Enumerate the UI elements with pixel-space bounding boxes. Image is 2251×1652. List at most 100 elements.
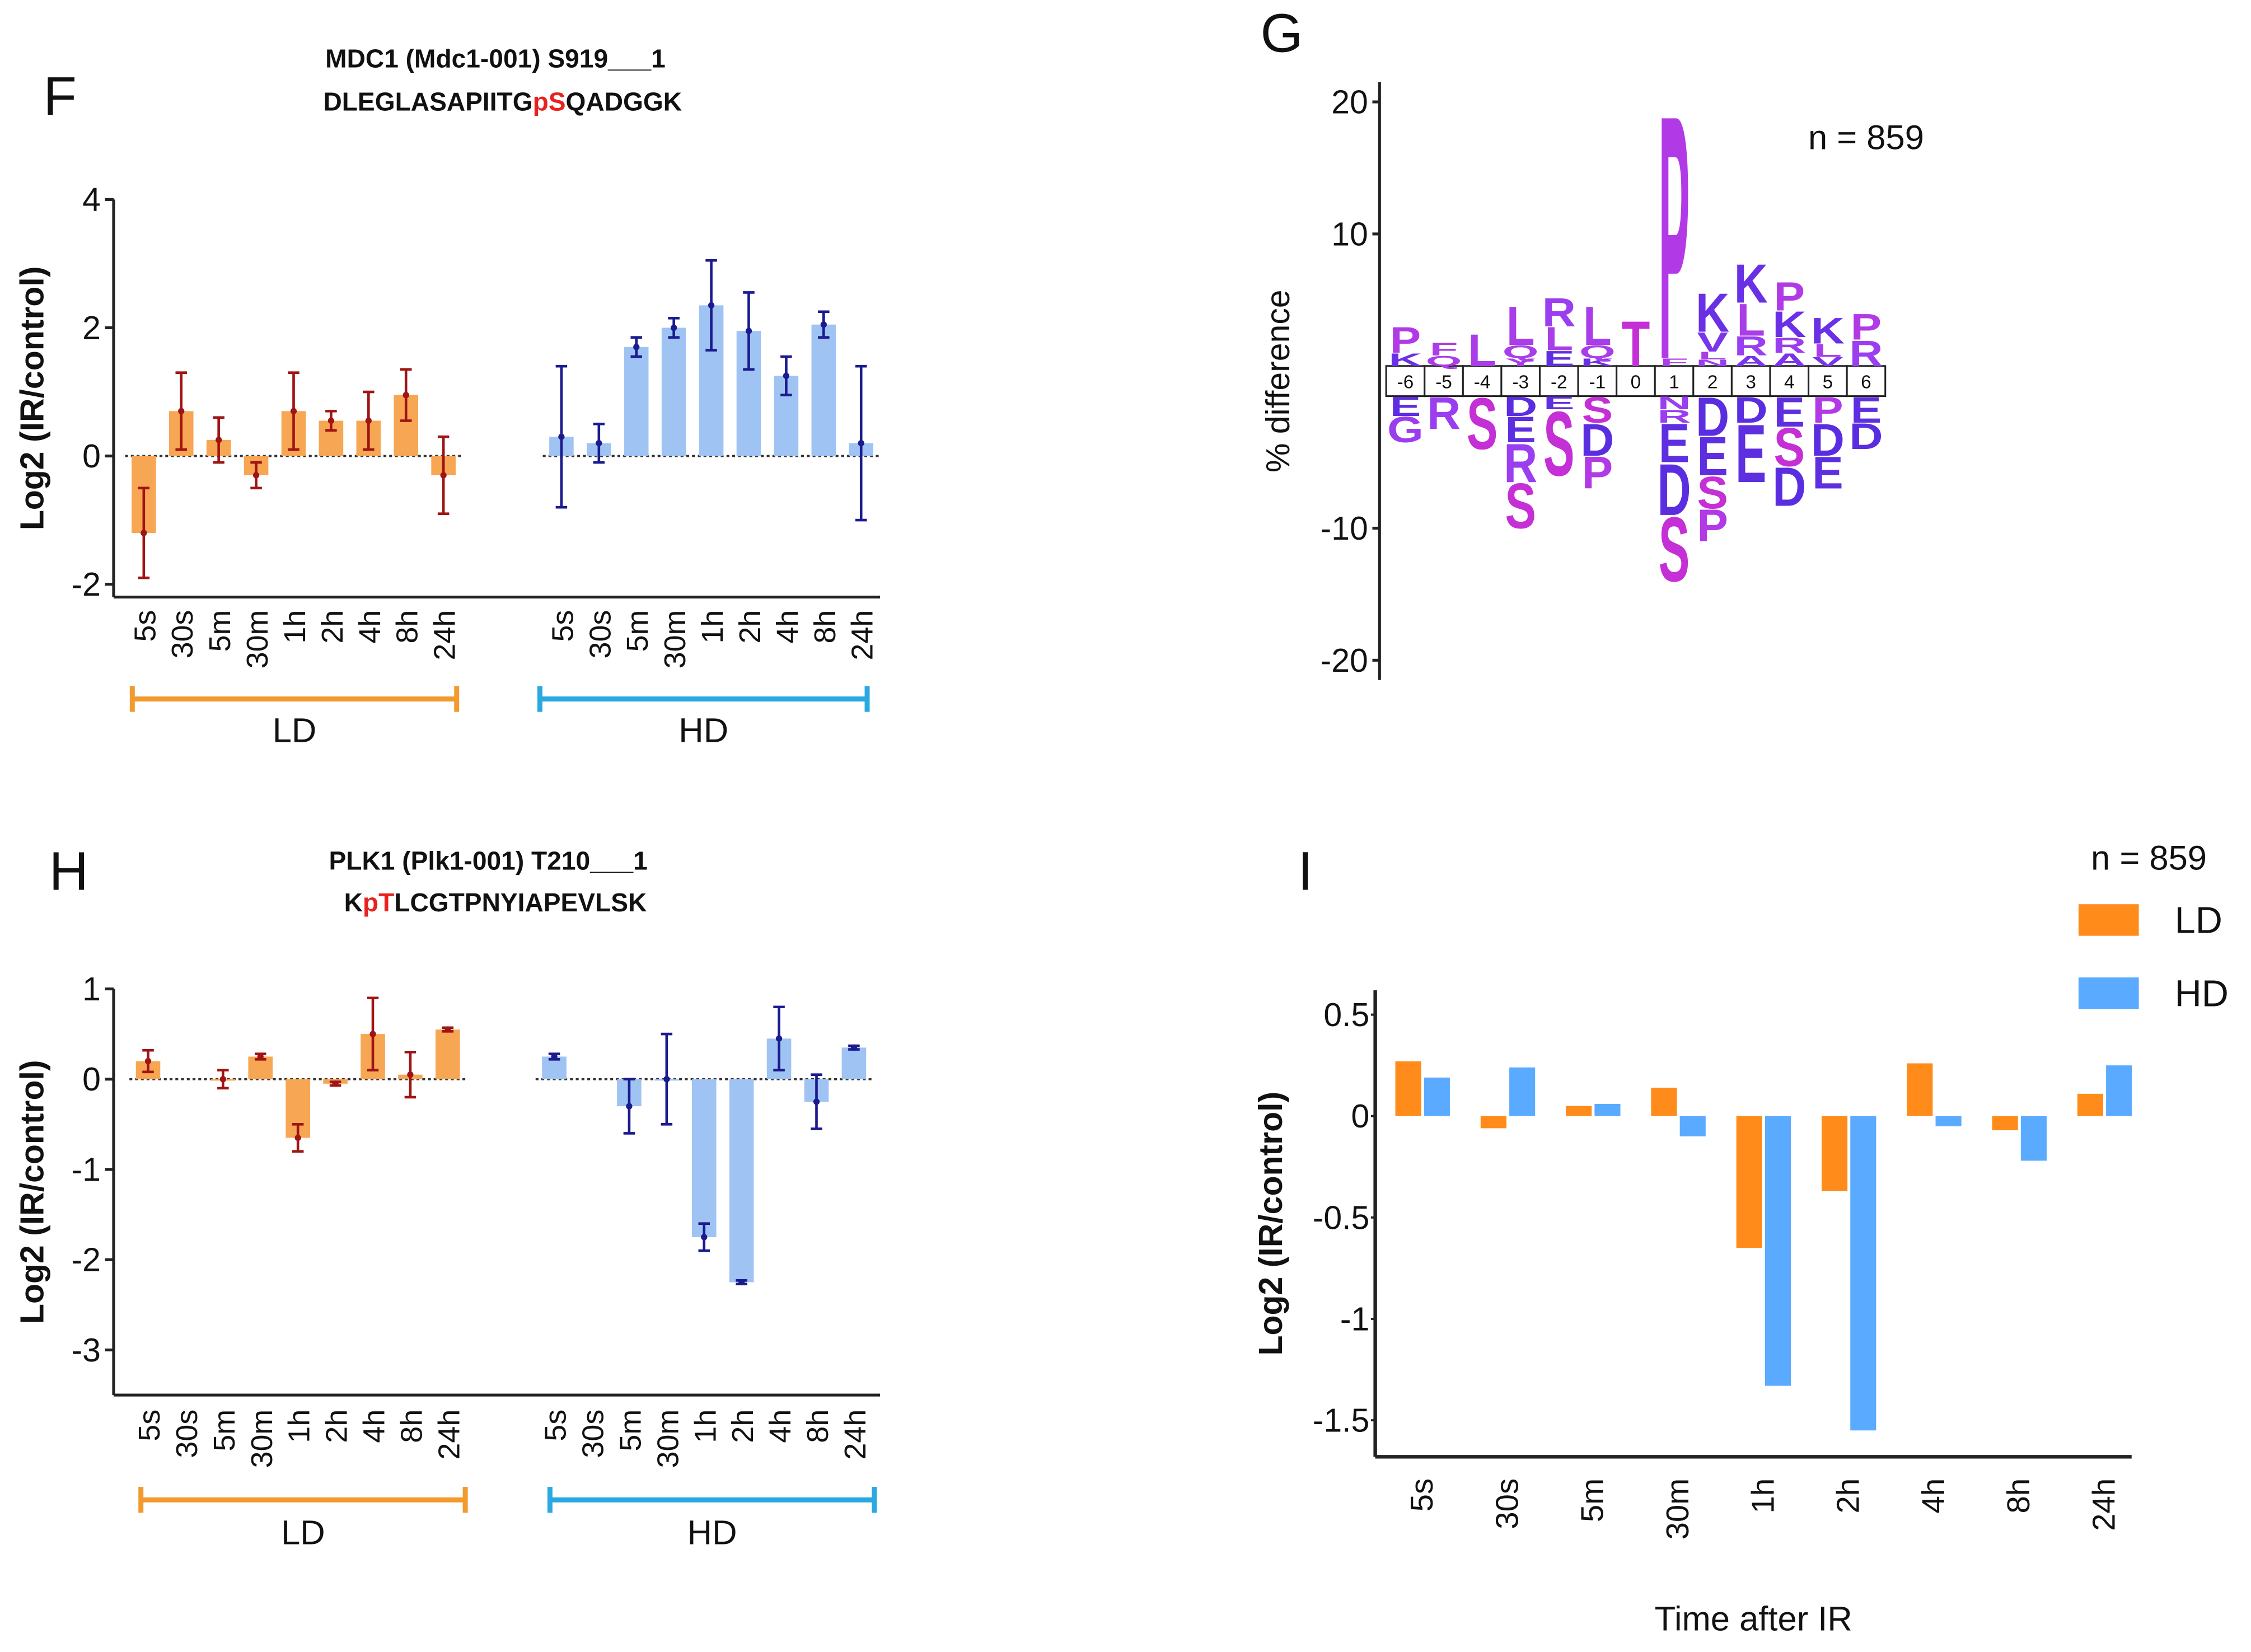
x-tick-label: 30s — [1489, 1478, 1524, 1529]
logo-letter: E — [1543, 346, 1575, 371]
error-point — [216, 437, 222, 443]
x-tick-label: 1h — [278, 610, 312, 644]
error-point — [663, 1076, 670, 1083]
group-label: HD — [687, 1514, 737, 1552]
logo-letter: L — [1813, 340, 1842, 361]
x-tick-label: 5m — [208, 1410, 241, 1452]
chart-subtitle: DLEGLASAPIITGpSQADGGK — [323, 87, 682, 116]
error-bar — [442, 1026, 454, 1033]
error-point — [141, 530, 147, 536]
error-bar — [548, 1052, 560, 1061]
bar — [729, 1079, 754, 1283]
bar — [691, 1079, 717, 1237]
error-point — [775, 1035, 783, 1042]
error-point — [551, 1053, 558, 1060]
logo-letter: S — [1582, 389, 1613, 430]
logo-letter: Q — [1503, 342, 1539, 362]
error-point — [820, 321, 827, 328]
error-bar — [848, 1044, 860, 1051]
y-tick-label: 0.5 — [1323, 997, 1369, 1033]
error-bar — [217, 1069, 229, 1090]
logo-letter: A — [1772, 350, 1806, 370]
y-tick-label: -20 — [1321, 643, 1368, 679]
error-bar — [736, 1279, 747, 1286]
bar — [1509, 1067, 1536, 1116]
x-tick-label: 4h — [353, 610, 387, 644]
logo-letter: S — [1467, 383, 1498, 465]
logo-letter: T — [1622, 308, 1650, 380]
error-bar — [855, 364, 867, 522]
logo-letter: E — [1390, 391, 1421, 422]
x-tick-label: 8h — [808, 610, 842, 644]
logo-letter: L — [1698, 349, 1727, 362]
logo-letter: G — [1387, 409, 1424, 450]
chart-title: MDC1 (Mdc1-001) S919___1 — [325, 44, 666, 73]
error-bar — [811, 1073, 822, 1130]
error-bar — [593, 422, 605, 464]
logo-letter: E — [1543, 393, 1575, 413]
logo-letter: K — [1580, 356, 1614, 368]
bar — [1594, 1103, 1621, 1116]
error-point — [745, 327, 752, 334]
error-point — [444, 1026, 451, 1033]
x-tick-label: 30m — [1660, 1478, 1695, 1540]
x-tick-label: 24h — [2086, 1478, 2122, 1531]
error-bar — [288, 371, 299, 451]
x-tick-label: 1h — [689, 1410, 722, 1443]
logo-letter: K — [1696, 283, 1729, 344]
x-tick-label: 24h — [846, 610, 879, 661]
logo-letter: S — [1697, 467, 1728, 518]
error-bar — [698, 1222, 710, 1252]
chart-subtitle: KpTLCGTPNYIAPEVLSK — [344, 888, 647, 917]
bar — [1651, 1087, 1677, 1116]
position-label: 5 — [1823, 372, 1833, 393]
x-tick-label: 5s — [539, 1410, 573, 1442]
logo-letter: L — [1506, 296, 1535, 357]
y-tick-label: -1 — [1340, 1301, 1369, 1337]
x-tick-label: 8h — [801, 1410, 835, 1443]
x-tick-label: 30m — [658, 610, 692, 669]
error-bar — [780, 355, 792, 397]
position-label: 0 — [1631, 372, 1641, 393]
logo-letter: P — [1390, 320, 1421, 361]
y-axis-label: Log2 (IR/control) — [1253, 1092, 1289, 1356]
logo-letter: S — [1773, 417, 1805, 478]
y-tick-label: 10 — [1331, 216, 1368, 252]
position-box — [1730, 365, 1771, 397]
position-label: -1 — [1589, 372, 1606, 393]
logo-letter: D — [1772, 457, 1806, 518]
position-label: 1 — [1669, 372, 1679, 393]
group-bracket — [138, 1487, 468, 1513]
error-point — [294, 1134, 301, 1141]
x-tick-label: 2h — [733, 610, 767, 644]
logo-letter: D — [1734, 389, 1768, 430]
bar — [1736, 1116, 1762, 1248]
error-point — [708, 302, 715, 309]
error-point — [671, 324, 677, 331]
x-tick-label: 2h — [316, 610, 349, 644]
logo-letter: P — [1697, 500, 1728, 551]
panel-letter: F — [43, 65, 77, 127]
y-tick-label: -2 — [71, 1242, 100, 1279]
error-point — [252, 472, 260, 479]
x-tick-label: 2h — [1831, 1478, 1866, 1514]
logo-letter: R — [1657, 406, 1691, 427]
subtitle-part: DLEGLASAPIITG — [323, 87, 532, 116]
logo-letter: S — [1505, 471, 1536, 542]
error-bar — [213, 416, 224, 464]
group-bracket — [129, 686, 460, 712]
x-tick-label: 8h — [395, 1410, 428, 1443]
x-tick-label: 8h — [2001, 1478, 2036, 1514]
logo-letter: E — [1735, 408, 1767, 500]
group-label: HD — [678, 712, 728, 750]
position-label: -4 — [1474, 372, 1491, 393]
error-bar — [661, 1032, 673, 1126]
logo-letter: D — [1580, 414, 1614, 465]
x-tick-label: 5m — [621, 610, 654, 652]
y-tick-label: 2 — [82, 310, 101, 347]
logo-letter: D — [1849, 416, 1883, 457]
x-tick-label: 24h — [839, 1410, 872, 1460]
logo-letter: L — [1737, 294, 1765, 345]
logo-letter: P — [1851, 306, 1882, 347]
